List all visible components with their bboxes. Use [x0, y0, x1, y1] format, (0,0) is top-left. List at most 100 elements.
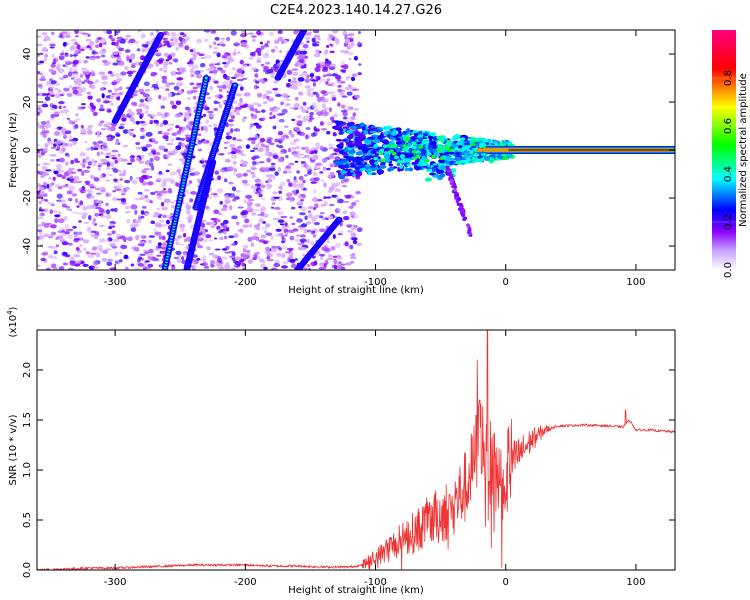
spectrogram-speckle — [213, 237, 218, 240]
spectrogram-speckle — [80, 128, 87, 134]
spectrogram-speckle — [248, 56, 254, 60]
spectrogram-speckle — [112, 62, 119, 66]
spectrogram-bright-spot — [389, 149, 394, 153]
spectrogram-speckle — [181, 38, 187, 44]
x-tick-label: 0 — [503, 577, 509, 588]
spectrogram-speckle — [242, 224, 250, 228]
spectrogram-speckle — [351, 252, 356, 257]
spectrogram-speckle — [160, 86, 165, 89]
spectrogram-speckle — [114, 72, 121, 78]
spectrogram-speckle — [258, 189, 264, 193]
spectrogram-speckle — [298, 131, 306, 136]
spectrogram-speckle — [51, 31, 55, 35]
spectrogram-speckle — [175, 250, 182, 255]
spectrogram-speckle — [232, 198, 237, 202]
spectrogram-speckle — [291, 222, 296, 226]
spectrogram-speckle — [265, 147, 270, 152]
spectrogram-speckle — [135, 234, 140, 241]
spectrogram-speckle — [157, 242, 162, 247]
spectrogram-speckle — [51, 256, 58, 260]
spectrogram-speckle — [295, 183, 303, 189]
spectrogram-cluster — [343, 147, 349, 153]
spectrogram-cluster — [347, 140, 353, 145]
spectrogram-speckle — [221, 54, 227, 59]
spectrogram-cluster — [439, 173, 446, 178]
spectrogram-cluster — [338, 127, 344, 132]
spectrogram-speckle — [205, 92, 210, 96]
spectrogram-speckle — [90, 234, 95, 238]
spectrogram-speckle — [126, 218, 131, 224]
spectrogram-speckle — [44, 96, 51, 101]
spectrogram-speckle — [217, 264, 224, 270]
spectrogram-speckle — [276, 62, 282, 67]
spectrogram-speckle — [310, 181, 317, 184]
spectrogram-speckle — [59, 227, 65, 230]
spectrogram-speckle — [44, 124, 52, 128]
spectrogram-cluster — [357, 165, 365, 169]
spectrogram-cluster — [433, 148, 437, 152]
spectrogram-speckle — [140, 193, 145, 198]
spectrogram-speckle — [325, 196, 332, 199]
spectrogram-speckle — [41, 92, 47, 97]
spectrogram-speckle — [50, 63, 56, 68]
spectrogram-speckle — [231, 215, 238, 220]
spectrogram-speckle — [117, 236, 125, 239]
spectrogram-speckle — [338, 230, 344, 234]
spectrogram-speckle — [184, 106, 191, 111]
spectrogram-speckle — [127, 129, 132, 135]
spectrogram-bright-spot — [490, 158, 495, 162]
spectrogram-speckle — [50, 146, 57, 149]
spectrogram-speckle — [231, 186, 237, 192]
spectrogram-speckle — [67, 169, 72, 174]
spectrogram-speckle — [229, 255, 236, 259]
spectrogram-speckle — [92, 111, 98, 117]
spectrogram-speckle — [299, 226, 304, 231]
spectrogram-speckle — [224, 158, 231, 163]
spectrogram-speckle — [340, 109, 347, 113]
spectrogram-speckle — [149, 162, 154, 167]
spectrogram-speckle — [49, 183, 54, 188]
spectrogram-speckle — [311, 37, 316, 43]
spectrogram-speckle — [340, 69, 347, 72]
spectrogram-speckle — [102, 59, 108, 64]
spectrogram-speckle — [277, 157, 284, 163]
spectrogram-speckle — [148, 235, 155, 238]
spectrogram-speckle — [243, 183, 251, 186]
spectrogram-bright-spot — [436, 147, 442, 151]
spectrogram-speckle — [53, 111, 59, 114]
spectrogram-speckle — [186, 97, 191, 100]
spectrogram-speckle — [185, 115, 191, 120]
spectrogram-speckle — [171, 264, 175, 268]
spectrogram-speckle — [167, 188, 172, 192]
spectrogram-speckle — [228, 235, 235, 239]
spectrogram-bright-spot — [411, 145, 417, 150]
spectrogram-speckle — [97, 140, 104, 144]
spectrogram-speckle — [321, 67, 329, 73]
spectrogram-speckle — [170, 138, 175, 143]
spectrogram-speckle — [295, 146, 301, 149]
spectrogram-speckle — [332, 113, 339, 118]
spectrogram-cluster — [424, 144, 429, 150]
spectrogram-speckle — [334, 156, 341, 161]
spectrogram-speckle — [220, 168, 226, 173]
spectrogram-speckle — [297, 120, 303, 125]
spectrogram-cluster — [334, 120, 340, 125]
spectrogram-speckle — [340, 263, 346, 266]
spectrogram-speckle — [74, 158, 79, 163]
spectrogram-speckle — [277, 211, 284, 216]
spectrogram-speckle — [205, 106, 210, 111]
spectrogram-speckle — [232, 52, 237, 56]
spectrogram-speckle — [255, 80, 260, 84]
spectrogram-speckle — [50, 159, 55, 162]
spectrogram-speckle — [242, 267, 246, 270]
spectrogram-cluster — [376, 169, 385, 175]
spectrogram-speckle — [74, 30, 79, 34]
spectrogram-speckle — [292, 77, 297, 81]
spectrogram-speckle — [289, 86, 295, 89]
spectrogram-speckle — [209, 70, 214, 74]
spectrogram-speckle — [55, 93, 60, 99]
spectrogram-speckle — [146, 181, 154, 186]
spectrogram-speckle — [161, 75, 168, 80]
spectrogram-speckle — [54, 82, 60, 87]
spectrogram-bright-spot — [424, 140, 430, 144]
